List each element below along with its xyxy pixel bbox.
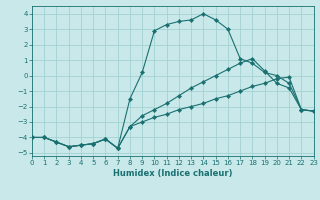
X-axis label: Humidex (Indice chaleur): Humidex (Indice chaleur)	[113, 169, 233, 178]
